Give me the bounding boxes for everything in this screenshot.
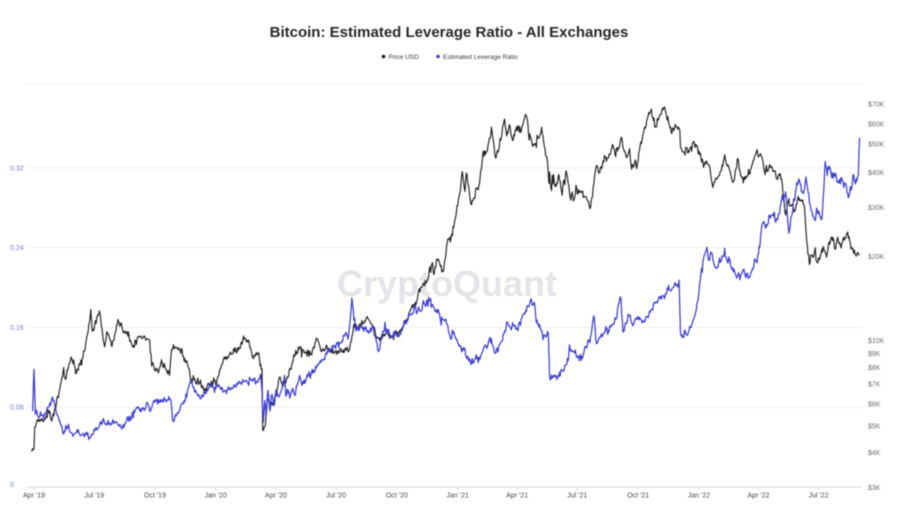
svg-text:$6K: $6K <box>868 402 881 409</box>
svg-text:Oct '21: Oct '21 <box>627 493 649 500</box>
svg-text:$20K: $20K <box>868 254 885 261</box>
svg-text:$4K: $4K <box>868 450 881 457</box>
svg-text:Price USD: Price USD <box>389 54 420 61</box>
svg-text:$60K: $60K <box>868 122 885 129</box>
svg-text:0.16: 0.16 <box>10 325 24 332</box>
svg-text:0.32: 0.32 <box>10 165 24 172</box>
svg-text:$10K: $10K <box>868 338 885 345</box>
svg-text:Jan '22: Jan '22 <box>688 493 710 500</box>
svg-text:$50K: $50K <box>868 142 885 149</box>
svg-text:$9K: $9K <box>868 351 881 358</box>
svg-text:Apr '21: Apr '21 <box>506 493 528 500</box>
svg-text:0: 0 <box>10 482 14 489</box>
svg-text:$30K: $30K <box>868 205 885 212</box>
svg-text:0.08: 0.08 <box>10 405 24 412</box>
svg-text:$8K: $8K <box>868 365 881 372</box>
svg-text:Jul '21: Jul '21 <box>567 493 587 500</box>
svg-text:$70K: $70K <box>868 102 885 109</box>
svg-text:Apr '22: Apr '22 <box>748 493 770 500</box>
svg-text:Bitcoin: Estimated Leverage Ra: Bitcoin: Estimated Leverage Ratio - All … <box>270 24 629 41</box>
svg-text:CryptoQuant: CryptoQuant <box>337 263 557 304</box>
svg-text:Oct '19: Oct '19 <box>144 493 166 500</box>
svg-text:$7K: $7K <box>868 381 881 388</box>
svg-text:$3K: $3K <box>868 485 881 492</box>
svg-text:Apr '20: Apr '20 <box>265 493 287 500</box>
svg-text:Jul '19: Jul '19 <box>84 493 104 500</box>
svg-text:$40K: $40K <box>868 170 885 177</box>
svg-text:Oct '20: Oct '20 <box>386 493 408 500</box>
svg-text:0.24: 0.24 <box>10 245 24 252</box>
svg-text:Estimated Leverage Ratio: Estimated Leverage Ratio <box>443 54 518 61</box>
svg-text:Jan '20: Jan '20 <box>205 493 227 500</box>
svg-text:Jul '20: Jul '20 <box>326 493 346 500</box>
svg-text:$5K: $5K <box>868 424 881 431</box>
svg-text:Jul '22: Jul '22 <box>809 493 829 500</box>
svg-text:Jan '21: Jan '21 <box>447 493 469 500</box>
svg-text:Apr '19: Apr '19 <box>23 493 45 500</box>
